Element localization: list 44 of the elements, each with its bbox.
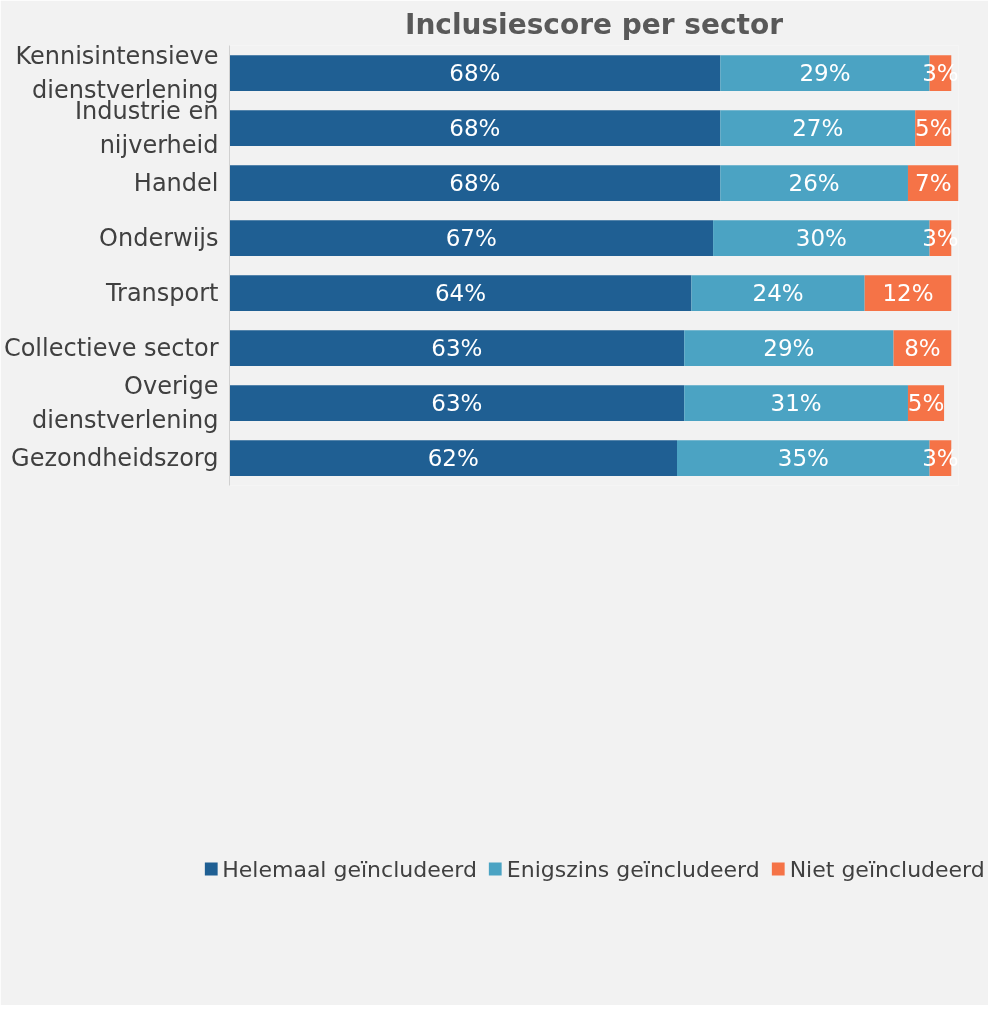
y-tick-label: Gezondheidszorg: [11, 444, 219, 472]
chart-title: Inclusiescore per sector: [404, 7, 784, 41]
data-label: 68%: [449, 60, 501, 86]
data-label: 24%: [752, 280, 804, 306]
bar: [229, 55, 721, 91]
y-tick-label: Overige dienstverlening: [32, 372, 219, 434]
y-tick-label: Onderwijs: [99, 224, 219, 252]
data-label: 64%: [434, 280, 487, 306]
data-label: 31%: [770, 390, 822, 416]
bar: [229, 440, 677, 476]
data-label: 5%: [914, 115, 952, 141]
data-label: 26%: [788, 170, 840, 196]
data-label: 27%: [792, 115, 844, 141]
data-label: 12%: [882, 280, 934, 306]
legend-label: Niet geïncludeerd: [789, 856, 985, 882]
y-tick-label: Transport: [104, 279, 219, 307]
data-label: 67%: [445, 225, 497, 251]
bar: [691, 275, 865, 311]
bar: [684, 385, 908, 421]
bar: [229, 110, 721, 146]
data-label: 63%: [431, 335, 483, 361]
data-label: 30%: [795, 225, 847, 251]
bar: [229, 165, 721, 201]
data-label: 63%: [431, 390, 483, 416]
data-label: 29%: [763, 335, 815, 361]
bar: [229, 330, 685, 366]
bar: [720, 110, 916, 146]
data-label: 68%: [449, 115, 501, 141]
bar: [229, 385, 685, 421]
data-label: 62%: [427, 445, 479, 471]
bar: [684, 330, 894, 366]
data-label: 35%: [777, 445, 829, 471]
bar: [229, 220, 714, 256]
legend-label: Enigszins geïncludeerd: [506, 856, 760, 882]
data-label: 68%: [449, 170, 501, 196]
data-label: 8%: [904, 335, 941, 361]
bar: [720, 165, 908, 201]
data-label: 7%: [914, 170, 952, 196]
data-label: 29%: [799, 60, 851, 86]
bar: [229, 275, 692, 311]
data-label: 5%: [907, 390, 945, 416]
y-tick-label: Handel: [133, 169, 219, 197]
legend-label: Helemaal geïncludeerd: [222, 856, 477, 882]
y-tick-label: Collectieve sector: [3, 334, 219, 362]
